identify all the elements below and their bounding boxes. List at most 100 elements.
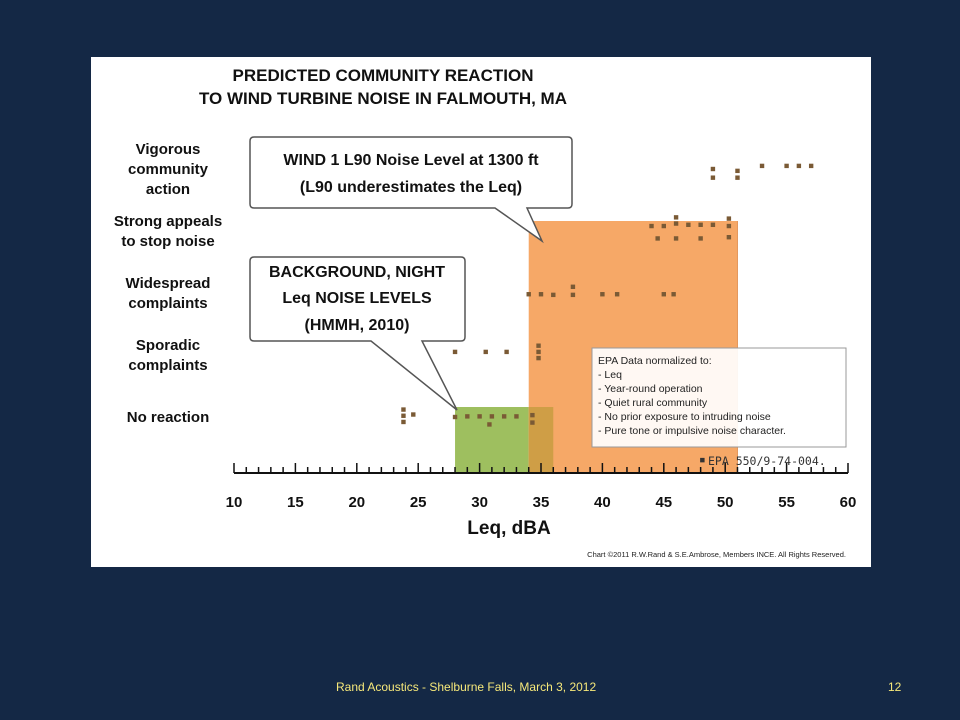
data-point (570, 292, 576, 298)
legend-item: - Quiet rural community (598, 397, 708, 409)
data-point (483, 349, 488, 355)
background-callout: BACKGROUND, NIGHT Leq NOISE LEVELS (HMMH… (249, 256, 466, 411)
wind-callout-line-2: (L90 underestimates the Leq) (300, 179, 522, 196)
slide-footer: Rand Acoustics - Shelburne Falls, March … (336, 680, 597, 694)
data-point (501, 414, 507, 419)
data-point (530, 420, 535, 425)
data-point (796, 163, 802, 169)
x-tick-label: 40 (594, 494, 611, 511)
y-category-label: Vigorous (136, 141, 201, 158)
legend-heading: EPA Data normalized to: (598, 355, 712, 367)
data-point (710, 175, 716, 180)
data-point (600, 292, 605, 297)
y-category-labels: No reaction Sporadic complaints Widespread c… (114, 141, 222, 426)
data-point (465, 414, 470, 419)
y-category-label: Widespread (126, 275, 211, 292)
data-point (726, 235, 732, 240)
x-tick-label: 55 (778, 494, 795, 511)
chart-panel: PREDICTED COMMUNITY REACTION TO WIND TUR… (91, 57, 871, 567)
x-tick-label: 15 (287, 494, 304, 511)
data-point (536, 349, 541, 355)
wind-callout: WIND 1 L90 Noise Level at 1300 ft (L90 u… (249, 136, 573, 244)
data-point (526, 292, 531, 297)
slide-page-number: 12 (888, 680, 902, 694)
data-point (452, 349, 458, 355)
x-tick-label: 60 (840, 494, 857, 511)
y-category-label: Sporadic (136, 337, 200, 354)
data-point (726, 223, 732, 229)
data-point (411, 412, 416, 417)
data-point (698, 236, 703, 241)
band-overlap (528, 407, 554, 473)
data-point (673, 215, 679, 220)
y-category-label: No reaction (127, 409, 210, 426)
data-point (808, 163, 814, 169)
data-point (614, 292, 620, 297)
background-callout-line-3: (HMMH, 2010) (305, 317, 410, 334)
data-point (649, 223, 654, 229)
x-tick-label: 50 (717, 494, 734, 511)
wind-callout-bubble (249, 136, 573, 244)
data-point (536, 343, 541, 348)
x-tick-label: 10 (226, 494, 243, 511)
data-point (671, 292, 676, 297)
community-reaction-chart: PREDICTED COMMUNITY REACTION TO WIND TUR… (114, 66, 857, 559)
data-point (489, 414, 495, 419)
data-point (673, 221, 679, 226)
data-point (710, 222, 716, 227)
data-point (661, 292, 666, 297)
y-category-label: to stop noise (121, 233, 214, 250)
source-marker: ▪ (699, 452, 706, 466)
data-point (698, 222, 703, 227)
copyright-notice: Chart ©2011 R.W.Rand & S.E.Ambrose, Memb… (587, 550, 846, 559)
chart-title-line-2: TO WIND TURBINE NOISE IN FALMOUTH, MA (199, 89, 567, 108)
wind-callout-line-1: WIND 1 L90 Noise Level at 1300 ft (283, 152, 539, 169)
data-point (735, 175, 740, 180)
background-callout-line-2: Leq NOISE LEVELS (282, 290, 432, 307)
legend-item: - Year-round operation (598, 383, 703, 395)
data-point (726, 216, 732, 221)
chart-title-line-1: PREDICTED COMMUNITY REACTION (233, 66, 534, 85)
data-point (759, 163, 765, 169)
data-point (536, 355, 541, 361)
x-tick-label: 25 (410, 494, 427, 511)
epa-data-points (401, 163, 814, 427)
data-point (735, 168, 740, 174)
data-point (401, 413, 406, 418)
legend-item: - No prior exposure to intruding noise (598, 411, 771, 423)
data-point (514, 414, 519, 419)
data-point (661, 223, 666, 229)
background-callout-bubble (249, 256, 466, 411)
data-point (452, 414, 458, 420)
legend-item: - Pure tone or impulsive noise character… (598, 425, 786, 437)
data-point (401, 407, 406, 412)
y-category-label: Strong appeals (114, 213, 222, 230)
y-category-label: complaints (128, 295, 207, 312)
x-axis-label: Leq, dBA (467, 518, 551, 539)
legend-item: - Leq (598, 369, 622, 381)
data-point (784, 163, 789, 169)
data-point (504, 349, 509, 355)
x-tick-label: 20 (348, 494, 365, 511)
data-point (477, 414, 482, 419)
x-tick-label: 45 (655, 494, 672, 511)
y-category-label: action (146, 181, 190, 198)
background-callout-line-1: BACKGROUND, NIGHT (269, 264, 445, 281)
data-point (710, 166, 716, 172)
x-axis: 10 15 20 25 30 35 40 45 50 55 60 (226, 463, 857, 511)
x-tick-label: 30 (471, 494, 488, 511)
data-point (570, 284, 576, 289)
data-point (655, 236, 660, 241)
source-citation: EPA 550/9-74-004. (708, 454, 826, 468)
data-point (686, 222, 691, 227)
data-point (530, 412, 535, 418)
data-point (551, 292, 556, 298)
epa-legend: EPA Data normalized to: - Leq - Year-rou… (591, 347, 847, 448)
legend-box (591, 347, 847, 448)
y-category-label: complaints (128, 357, 207, 374)
data-point (538, 292, 544, 297)
data-point (401, 419, 406, 425)
y-category-label: community (128, 161, 209, 178)
x-tick-label: 35 (533, 494, 550, 511)
data-point (673, 236, 679, 241)
